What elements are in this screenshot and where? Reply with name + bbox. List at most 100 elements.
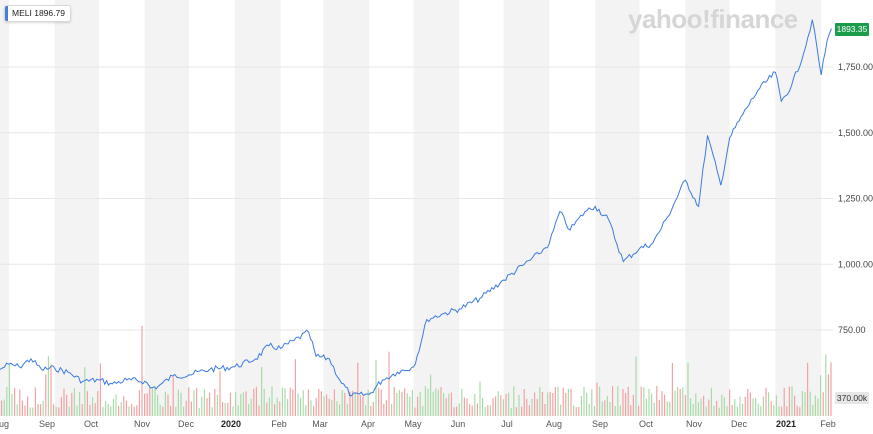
volume-bar (635, 356, 637, 416)
volume-bar (310, 400, 312, 416)
volume-bar (588, 403, 590, 416)
volume-bar (562, 387, 564, 416)
volume-bar (515, 407, 517, 416)
volume-bar (380, 389, 382, 416)
volume-bar (648, 388, 650, 416)
volume-bar (391, 404, 393, 416)
volume-bar (284, 388, 286, 416)
volume-bar (414, 407, 416, 416)
volume-bar (118, 405, 120, 416)
volume-bar (651, 393, 653, 416)
volume-bar (175, 406, 177, 416)
volume-bar (40, 404, 42, 416)
volume-bar (216, 394, 218, 416)
volume-bar (349, 391, 351, 416)
volume-bar (718, 407, 720, 416)
volume-bar (300, 398, 302, 416)
volume-bar (237, 405, 239, 416)
volume-bar (419, 391, 421, 416)
volume-bar (105, 401, 107, 416)
volume-bar (227, 402, 229, 416)
x-tick-label: Aug (546, 419, 562, 429)
volume-bar (242, 392, 244, 416)
volume-bar (510, 407, 512, 416)
volume-bar (812, 404, 814, 416)
volume-bar (144, 393, 146, 416)
volume-bar (112, 398, 114, 416)
volume-bar (687, 362, 689, 416)
volume-bar (149, 387, 151, 416)
volume-bar (97, 391, 99, 416)
volume-bar (619, 405, 621, 416)
volume-bar (263, 388, 265, 416)
volume-bar (575, 407, 577, 416)
volume-bar (661, 391, 663, 416)
volume-bar (401, 391, 403, 416)
volume-bar (705, 406, 707, 416)
volume-bar (731, 405, 733, 416)
x-tick-label: Mar (312, 419, 328, 429)
volume-bar (656, 386, 658, 416)
volume-bar (830, 362, 832, 416)
volume-bar (99, 363, 101, 416)
volume-bar (430, 374, 432, 416)
volume-bar (138, 390, 140, 416)
ticker-legend[interactable]: MELI 1896.79 (4, 5, 71, 22)
volume-bar (786, 406, 788, 416)
volume-bar (346, 403, 348, 416)
volume-bar (518, 394, 520, 416)
x-tick-label: Nov (134, 419, 151, 429)
volume-bar (344, 392, 346, 416)
volume-bar (489, 405, 491, 416)
volume-bar (796, 405, 798, 416)
volume-bar (42, 400, 44, 416)
volume-bar (107, 404, 109, 416)
volume-bar (50, 364, 52, 416)
y-axis-labels: 1,750.00 1,500.00 1,250.00 1,000.00 750.00 (838, 62, 873, 335)
volume-bar (253, 388, 255, 416)
volume-bar (547, 392, 549, 416)
volume-bar (398, 390, 400, 416)
volume-bar (708, 399, 710, 416)
volume-bar (677, 387, 679, 416)
volume-bar (596, 382, 598, 416)
volume-bar (591, 389, 593, 416)
volume-bar (157, 394, 159, 416)
volume-bar (614, 406, 616, 416)
volume-bar (539, 387, 541, 416)
volume-bar (110, 406, 112, 416)
volume-bar (1, 400, 3, 416)
volume-bar (21, 400, 23, 416)
volume-bars (1, 326, 832, 416)
volume-bar (560, 404, 562, 416)
volume-bar (180, 392, 182, 416)
volume-bar (536, 398, 538, 416)
volume-bar (190, 401, 192, 416)
volume-bar (463, 397, 465, 416)
volume-bar (307, 389, 309, 416)
volume-bar (383, 403, 385, 416)
volume-bar (791, 386, 793, 416)
volume-bar (396, 392, 398, 416)
volume-bar (664, 394, 666, 416)
volume-bar (45, 374, 47, 416)
volume-bar (601, 401, 603, 416)
volume-bar (258, 405, 260, 416)
volume-bar (729, 389, 731, 416)
x-tick-label: 2021 (776, 419, 796, 429)
volume-bar (609, 401, 611, 416)
volume-bar (692, 403, 694, 416)
volume-bar (297, 393, 299, 416)
volume-bar (713, 405, 715, 416)
x-tick-label: Jul (501, 419, 513, 429)
volume-bar (492, 398, 494, 416)
volume-bar (435, 388, 437, 416)
volume-bar (164, 391, 166, 416)
volume-bar (141, 326, 143, 416)
volume-bar (60, 397, 62, 416)
volume-bar (37, 404, 39, 416)
volume-bar (747, 388, 749, 416)
volume-bar (209, 392, 211, 416)
volume-bar (653, 402, 655, 416)
